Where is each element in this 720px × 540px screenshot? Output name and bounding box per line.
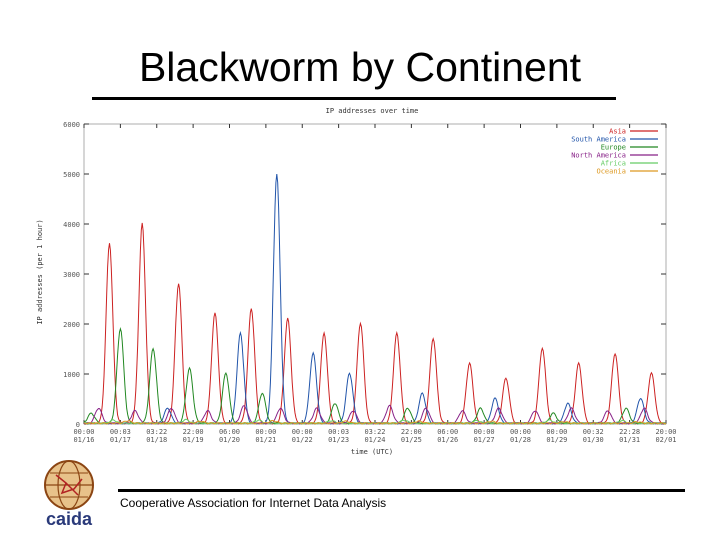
x-tick-date-label: 01/17 <box>110 436 131 444</box>
x-tick-date-label: 01/24 <box>364 436 385 444</box>
x-tick-date-label: 01/23 <box>328 436 349 444</box>
x-tick-time-label: 00:00 <box>292 428 313 436</box>
footer-divider <box>118 489 685 492</box>
chart-y-axis-label: IP addresses (per 1 hour) <box>36 219 44 324</box>
y-tick-label: 0 <box>76 421 80 429</box>
legend-label: South America <box>571 136 626 144</box>
title-divider <box>92 97 616 100</box>
x-tick-time-label: 03:22 <box>364 428 385 436</box>
x-tick-time-label: 03:22 <box>146 428 167 436</box>
series-line-asia <box>83 222 666 425</box>
x-tick-time-label: 00:32 <box>583 428 604 436</box>
x-tick-time-label: 22:00 <box>401 428 422 436</box>
x-tick-time-label: 00:00 <box>73 428 94 436</box>
chart-title: IP addresses over time <box>326 107 419 115</box>
x-tick-date-label: 01/30 <box>583 436 604 444</box>
x-tick-time-label: 06:00 <box>437 428 458 436</box>
x-tick-time-label: 06:00 <box>219 428 240 436</box>
chart-x-axis-label: time (UTC) <box>351 448 393 456</box>
series-line-oceania <box>83 419 667 425</box>
legend-label: Europe <box>601 144 626 152</box>
x-tick-time-label: 00:03 <box>110 428 131 436</box>
x-tick-date-label: 01/31 <box>619 436 640 444</box>
x-tick-date-label: 01/22 <box>292 436 313 444</box>
worm-activity-chart: IP addresses over time time (UTC) IP add… <box>36 107 677 456</box>
chart-plot: IP addresses over time time (UTC) IP add… <box>36 107 677 456</box>
x-tick-date-label: 01/16 <box>73 436 94 444</box>
series-line-south-america <box>83 173 667 425</box>
x-tick-date-label: 01/21 <box>255 436 276 444</box>
x-tick-date-label: 01/19 <box>183 436 204 444</box>
x-tick-time-label: 20:00 <box>655 428 676 436</box>
legend-label: Oceania <box>596 168 626 176</box>
legend-label: North America <box>571 152 626 160</box>
x-tick-time-label: 00:00 <box>546 428 567 436</box>
x-tick-date-label: 01/26 <box>437 436 458 444</box>
x-tick-time-label: 22:28 <box>619 428 640 436</box>
footer-text: Cooperative Association for Internet Dat… <box>120 496 387 510</box>
y-tick-label: 2000 <box>63 321 80 329</box>
y-tick-label: 1000 <box>63 371 80 379</box>
legend-label: Africa <box>601 160 626 168</box>
x-tick-date-label: 01/20 <box>219 436 240 444</box>
slide-title: Blackworm by Continent <box>138 44 582 90</box>
y-tick-label: 4000 <box>63 221 80 229</box>
legend-label: Asia <box>609 128 626 136</box>
caida-logo: caida <box>44 460 94 529</box>
x-tick-time-label: 00:00 <box>474 428 495 436</box>
y-tick-label: 3000 <box>63 271 80 279</box>
x-tick-date-label: 01/25 <box>401 436 422 444</box>
y-tick-label: 6000 <box>63 121 80 129</box>
x-tick-date-label: 01/27 <box>474 436 495 444</box>
x-tick-time-label: 00:00 <box>255 428 276 436</box>
x-tick-time-label: 22:00 <box>183 428 204 436</box>
x-tick-date-label: 01/28 <box>510 436 531 444</box>
plot-frame <box>83 123 667 425</box>
x-tick-time-label: 00:00 <box>510 428 531 436</box>
x-tick-date-label: 01/29 <box>546 436 567 444</box>
x-tick-time-label: 00:03 <box>328 428 349 436</box>
x-tick-date-label: 01/18 <box>146 436 167 444</box>
y-tick-label: 5000 <box>63 171 80 179</box>
logo-wordmark: caida <box>46 509 93 529</box>
x-tick-date-label: 02/01 <box>655 436 676 444</box>
